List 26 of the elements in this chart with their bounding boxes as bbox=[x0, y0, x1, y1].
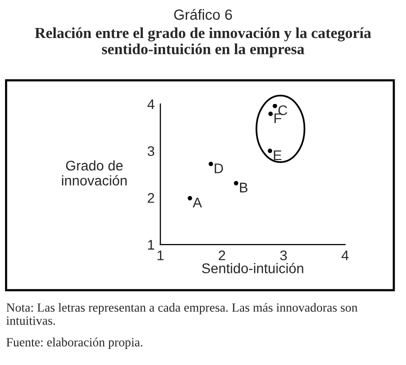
source-note: Fuente: elaboración propia. bbox=[6, 338, 142, 349]
annotation: C bbox=[278, 105, 288, 116]
annotation: E bbox=[274, 150, 282, 160]
y-tick-label: 2 bbox=[148, 193, 154, 203]
x-tick-label: 3 bbox=[280, 250, 287, 260]
y-tick-label: 1 bbox=[148, 240, 154, 250]
annotation: F bbox=[274, 113, 282, 124]
annotation: D bbox=[214, 164, 224, 174]
point bbox=[188, 196, 192, 200]
y-axis-title: Grado de innovación bbox=[62, 160, 127, 186]
x-tick-label: 2 bbox=[218, 250, 226, 260]
chart-title: Gráfico 6 bbox=[174, 8, 232, 20]
x-tick-label: 1 bbox=[158, 250, 164, 260]
x-tick-label: 4 bbox=[342, 250, 349, 260]
point bbox=[272, 104, 278, 108]
point bbox=[234, 180, 238, 186]
text: Nota: Las letras representan a cada empresa. Las más innovadoras son intuitivas. bbox=[6, 302, 358, 325]
point bbox=[268, 148, 272, 154]
annotation: B bbox=[240, 182, 248, 192]
y-tick-label: 3 bbox=[148, 146, 154, 156]
x-axis-title: Sentido-intuición bbox=[202, 262, 304, 274]
annotation: A bbox=[192, 198, 202, 208]
point bbox=[208, 162, 214, 166]
point bbox=[268, 112, 273, 116]
chart-subtitle: Relación entre el grado de innovación y la categoría sentido-intuición en la empresa bbox=[34, 27, 372, 58]
y-tick-label: 4 bbox=[147, 100, 154, 110]
